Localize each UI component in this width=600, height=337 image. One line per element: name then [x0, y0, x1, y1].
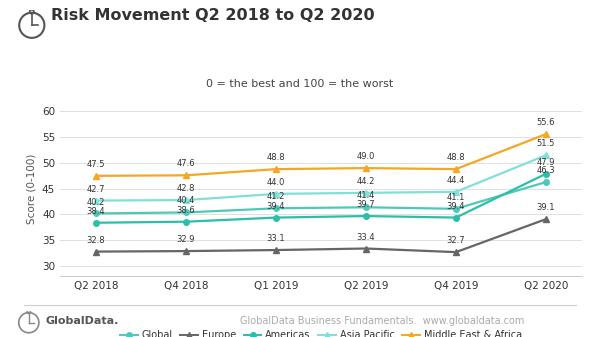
- Middle East & Africa: [272, 167, 280, 171]
- Global: [272, 206, 280, 210]
- Text: 38.6: 38.6: [176, 206, 196, 215]
- Text: 44.2: 44.2: [357, 177, 375, 186]
- Middle East & Africa: [452, 167, 460, 171]
- Global: [452, 207, 460, 211]
- Y-axis label: Score (0-100): Score (0-100): [26, 154, 37, 224]
- Text: 42.7: 42.7: [87, 185, 105, 194]
- Line: Americas: Americas: [93, 171, 549, 225]
- Line: Europe: Europe: [93, 216, 549, 255]
- Asia Pacific: [272, 192, 280, 196]
- Text: 48.8: 48.8: [266, 153, 286, 162]
- Asia Pacific: [182, 198, 190, 202]
- Text: 48.8: 48.8: [446, 153, 466, 162]
- Text: 32.8: 32.8: [86, 236, 106, 245]
- Text: 41.4: 41.4: [357, 191, 375, 200]
- Text: 41.2: 41.2: [267, 192, 285, 202]
- Text: 49.0: 49.0: [357, 152, 375, 161]
- Text: 32.7: 32.7: [446, 236, 466, 245]
- Text: 47.6: 47.6: [176, 159, 196, 168]
- Text: 40.4: 40.4: [177, 196, 195, 206]
- Text: 39.1: 39.1: [537, 203, 555, 212]
- Text: 41.1: 41.1: [447, 193, 465, 202]
- Europe: [182, 249, 190, 253]
- Americas: [92, 221, 100, 225]
- Europe: [362, 246, 370, 250]
- Text: 0 = the best and 100 = the worst: 0 = the best and 100 = the worst: [206, 79, 394, 89]
- Legend: Global, Europe, Americas, Asia Pacific, Middle East & Africa: Global, Europe, Americas, Asia Pacific, …: [120, 330, 522, 337]
- Text: 32.9: 32.9: [177, 235, 195, 244]
- Asia Pacific: [92, 198, 100, 203]
- Text: Risk Movement Q2 2018 to Q2 2020: Risk Movement Q2 2018 to Q2 2020: [51, 8, 374, 24]
- Asia Pacific: [362, 191, 370, 195]
- Text: 39.4: 39.4: [267, 202, 285, 211]
- Europe: [452, 250, 460, 254]
- Text: 51.5: 51.5: [537, 139, 555, 148]
- Text: 44.0: 44.0: [267, 178, 285, 187]
- Americas: [542, 172, 550, 176]
- Europe: [272, 248, 280, 252]
- Text: 33.1: 33.1: [266, 234, 286, 243]
- Text: 39.4: 39.4: [447, 202, 465, 211]
- Text: 47.9: 47.9: [537, 158, 555, 167]
- Text: 38.4: 38.4: [86, 207, 106, 216]
- Text: 42.8: 42.8: [177, 184, 195, 193]
- Americas: [272, 216, 280, 220]
- Americas: [182, 220, 190, 224]
- Americas: [452, 216, 460, 220]
- Global: [182, 210, 190, 214]
- Europe: [92, 250, 100, 254]
- Global: [542, 180, 550, 184]
- Asia Pacific: [452, 190, 460, 194]
- Line: Middle East & Africa: Middle East & Africa: [93, 131, 549, 179]
- Line: Global: Global: [93, 179, 549, 216]
- Middle East & Africa: [362, 166, 370, 170]
- Global: [92, 211, 100, 215]
- Asia Pacific: [542, 153, 550, 157]
- Text: GlobalData.: GlobalData.: [45, 316, 118, 326]
- Americas: [362, 214, 370, 218]
- Text: GlobalData Business Fundamentals.  www.globaldata.com: GlobalData Business Fundamentals. www.gl…: [240, 316, 524, 326]
- Europe: [542, 217, 550, 221]
- Text: 47.5: 47.5: [87, 160, 105, 169]
- Line: Asia Pacific: Asia Pacific: [93, 152, 549, 203]
- Middle East & Africa: [92, 174, 100, 178]
- Text: 40.2: 40.2: [87, 197, 105, 207]
- Text: 46.3: 46.3: [536, 166, 556, 175]
- Middle East & Africa: [542, 132, 550, 136]
- Text: 55.6: 55.6: [537, 118, 555, 127]
- Middle East & Africa: [182, 173, 190, 177]
- Global: [362, 205, 370, 209]
- Text: 33.4: 33.4: [356, 233, 376, 242]
- Text: 44.4: 44.4: [447, 176, 465, 185]
- Text: 39.7: 39.7: [356, 200, 376, 209]
